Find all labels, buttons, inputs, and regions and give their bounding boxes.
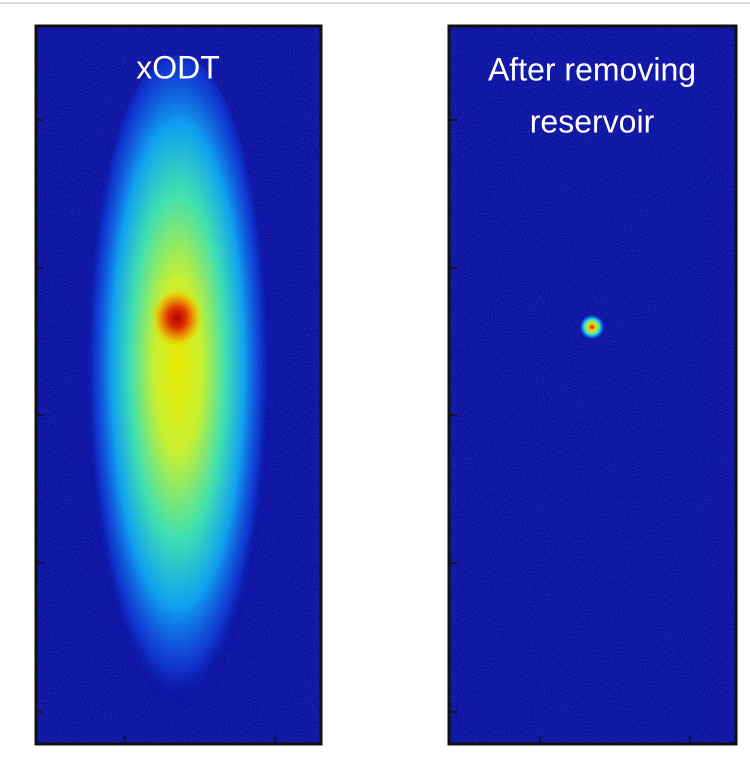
atom-cloud xyxy=(83,55,273,745)
condensate xyxy=(579,314,605,340)
panel-right: After removing reservoir xyxy=(449,26,736,744)
panel-title: xODT xyxy=(136,49,220,85)
condensate-core xyxy=(151,288,203,348)
panel-title: reservoir xyxy=(530,103,655,139)
panel-title: After removing xyxy=(488,51,696,87)
figure: xODT After removing reservoir xyxy=(0,0,750,770)
page: xODT After removing reservoir (() => { c… xyxy=(0,0,750,770)
panel-left: xODT xyxy=(36,26,321,745)
